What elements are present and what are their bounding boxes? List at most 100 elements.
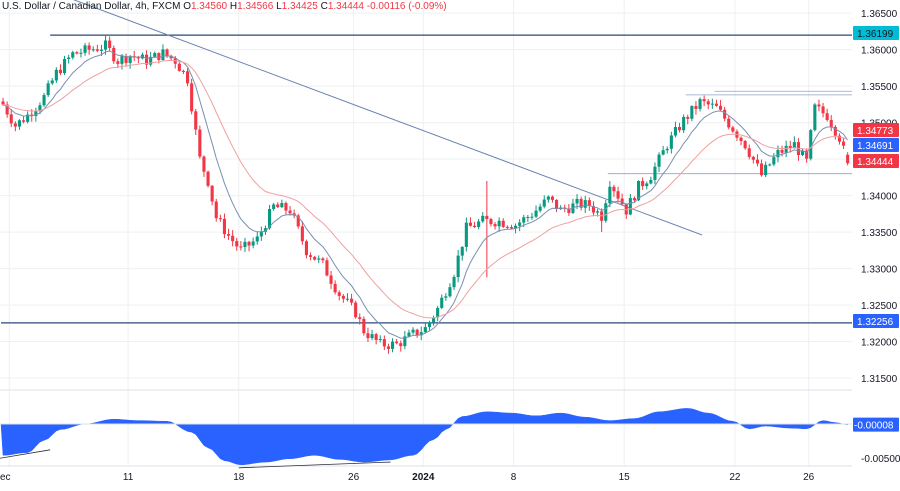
candle-body [719,105,723,110]
candle-body [813,104,817,131]
candle-body [206,171,210,186]
candle [440,294,444,310]
candle [550,195,554,203]
candle [214,198,218,222]
candle [116,58,120,69]
candle-body [509,227,513,229]
candle-body [645,183,649,187]
candle-body [165,49,169,56]
candle-body [780,149,784,153]
candle [251,237,255,249]
candle [91,46,95,52]
candle-body [612,186,616,192]
candle [821,102,825,118]
candle-body [427,322,431,328]
candle-body [214,201,218,219]
price-label-box [853,154,899,168]
price-tick-label: 1.36500 [861,9,898,20]
price-label-box [853,123,899,137]
candle-body [63,59,67,74]
price-label-fast-ma: 1.34691 [853,138,899,152]
candle [124,53,128,67]
symbol-title: U.S. Dollar / Canadian Dollar, 4h, FXCM [2,1,181,12]
candle [436,306,440,322]
candle-body [104,40,108,50]
candle-body [460,246,464,256]
candle [723,106,727,122]
candle [341,294,345,303]
ohlc-low-value: 1.34425 [281,1,318,12]
candle-body [805,150,809,159]
candle-body [157,53,161,60]
candle [477,218,481,230]
candle-body [678,126,682,131]
candle-body [259,231,263,237]
price-axis: 1.365001.360001.355001.350001.345001.340… [852,0,900,486]
fast-moving-average [2,50,849,339]
candle [255,231,259,245]
candle [304,239,308,259]
candle-body [825,113,829,121]
price-label-box [853,26,899,40]
candle [710,98,714,109]
candle-body [657,154,661,167]
candle [456,250,460,283]
candle [604,199,608,223]
candle [132,50,136,61]
candle [837,133,841,145]
time-label: 8 [511,472,517,483]
price-label-box [853,138,899,152]
candle [63,55,67,76]
candle-body [91,49,95,51]
candle-body [432,317,436,323]
candle [489,217,493,227]
candle-body [391,341,395,349]
candle-body [399,343,403,347]
price-label-text: 1.32256 [857,317,894,328]
candle-body [300,226,304,242]
candle [501,218,505,228]
candle-body [67,57,71,60]
candle [227,228,231,240]
candle-body [493,224,497,227]
candle-body [632,198,636,201]
candle [268,204,272,230]
candle-body [395,341,399,344]
candle-body [202,156,206,172]
candle-body [624,204,628,215]
candle-body [743,141,747,149]
candle [817,99,821,112]
candle [624,203,628,220]
candle [87,42,91,55]
candles [1,35,850,354]
candle [669,131,673,154]
candle [386,343,390,354]
candle [464,217,468,252]
candle [649,176,653,185]
price-tick-label: 1.31500 [861,374,898,385]
candle-body [555,199,559,210]
candle [194,108,198,136]
candle [473,221,477,229]
candle-body [567,208,571,213]
candle [747,144,751,160]
candle [764,161,768,178]
candle-body [792,142,796,148]
candle [587,197,591,211]
candle-body [468,222,472,226]
candle [190,78,194,115]
candle-body [120,56,124,64]
candle-body [309,255,313,257]
candle [694,101,698,115]
candle-body [350,298,354,303]
candle [678,122,682,133]
candle-body [587,200,591,207]
candle [567,204,571,216]
candle [350,293,354,306]
price-tick-label: 1.33000 [861,265,898,276]
candle-body [83,45,87,53]
candle [46,80,50,97]
candle-body [817,104,821,107]
